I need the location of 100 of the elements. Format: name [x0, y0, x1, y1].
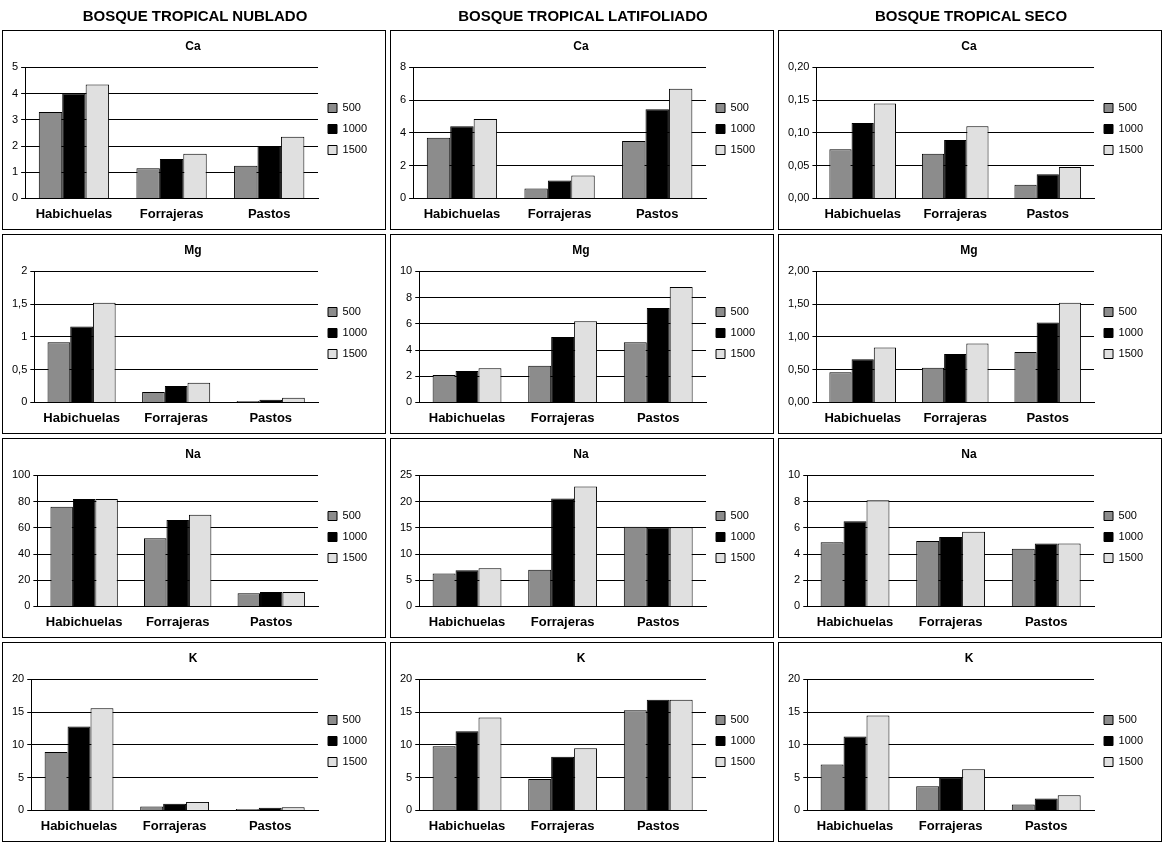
text: BOSQUE TROPICAL LATIFOLIADO — [457, 6, 709, 26]
y-tick-label: 10 — [787, 737, 801, 750]
legend-label: 500 — [730, 305, 749, 318]
y-tick-label: 6 — [794, 520, 801, 533]
legend-label: 1500 — [730, 755, 756, 768]
legend-label: 1500 — [342, 143, 368, 156]
y-tick-label: 20 — [787, 672, 801, 685]
y-tick-label: 10 — [399, 547, 413, 560]
y-tick-label: 25 — [399, 468, 413, 481]
x-tick-label: Habichuelas — [35, 205, 113, 221]
y-tick-label: 1,00 — [787, 329, 810, 342]
text: BOSQUE TROPICAL SECO — [873, 6, 1069, 26]
chart-title: Na — [961, 446, 977, 461]
x-tick-label: Pastos — [1024, 817, 1068, 833]
legend-label: 500 — [1118, 509, 1137, 522]
y-tick-label: 10 — [399, 737, 413, 750]
x-tick-label: Habichuelas — [824, 205, 901, 221]
x-tick-label: Habichuelas — [428, 409, 506, 425]
legend-label: 1500 — [342, 551, 368, 564]
legend-label: 500 — [342, 101, 361, 114]
y-tick-label: 0,00 — [787, 395, 810, 408]
x-tick-label: Habichuelas — [40, 817, 118, 833]
chart-title: K — [964, 650, 974, 665]
y-tick-label: 4 — [399, 125, 407, 138]
legend-label: 500 — [342, 305, 361, 318]
x-tick-label: Forrajeras — [923, 409, 988, 425]
y-tick-label: 20 — [399, 494, 413, 507]
legend-label: 1000 — [730, 530, 756, 543]
y-tick-label: 5 — [18, 770, 25, 783]
legend-label: 1500 — [730, 143, 756, 156]
legend-label: 1000 — [1118, 734, 1144, 747]
chart-title: Mg — [960, 242, 978, 257]
y-tick-label: 20 — [11, 672, 25, 685]
y-tick-label: 2 — [11, 139, 19, 152]
x-tick-label: Forrajeras — [145, 613, 210, 629]
y-tick-label: 0 — [794, 599, 801, 612]
y-tick-label: 6 — [406, 316, 413, 329]
text: BOSQUE TROPICAL NUBLADO — [81, 6, 309, 26]
legend-label: 1500 — [342, 755, 368, 768]
x-tick-label: Habichuelas — [816, 613, 894, 629]
x-tick-label: Habichuelas — [45, 613, 123, 629]
legend-label: 1000 — [730, 734, 756, 747]
y-tick-label: 5 — [406, 573, 413, 586]
y-tick-label: 0,00 — [787, 191, 810, 204]
legend-label: 500 — [730, 713, 749, 726]
y-tick-label: 15 — [11, 705, 25, 718]
y-tick-label: 2 — [406, 369, 413, 382]
x-tick-label: Pastos — [1026, 409, 1070, 425]
x-tick-label: Pastos — [1024, 613, 1068, 629]
chart-title: Ca — [573, 38, 589, 53]
legend-label: 500 — [1118, 101, 1137, 114]
y-tick-label: 1,5 — [11, 297, 28, 310]
x-tick-label: Forrajeras — [530, 409, 595, 425]
x-tick-label: Pastos — [247, 205, 291, 221]
y-tick-label: 1 — [21, 329, 28, 342]
y-tick-label: 0 — [18, 803, 25, 816]
y-tick-label: 10 — [11, 737, 25, 750]
y-tick-label: 0 — [24, 599, 31, 612]
y-tick-label: 0 — [406, 803, 413, 816]
y-tick-label: 0 — [399, 191, 407, 204]
y-tick-label: 6 — [399, 93, 407, 106]
x-tick-label: Forrajeras — [918, 817, 983, 833]
y-tick-label: 2 — [794, 573, 801, 586]
y-tick-label: 20 — [399, 672, 413, 685]
y-tick-label: 8 — [406, 290, 413, 303]
y-tick-label: 4 — [11, 86, 19, 99]
chart-title: Na — [573, 446, 589, 461]
y-tick-label: 15 — [787, 705, 801, 718]
legend-label: 1500 — [730, 347, 756, 360]
x-tick-label: Pastos — [1026, 205, 1070, 221]
y-tick-label: 8 — [399, 60, 407, 73]
x-tick-label: Forrajeras — [144, 409, 208, 425]
legend-label: 500 — [342, 509, 361, 522]
y-tick-label: 0 — [21, 395, 28, 408]
y-tick-label: 60 — [18, 520, 31, 533]
x-tick-label: Forrajeras — [918, 613, 983, 629]
legend-label: 1000 — [1118, 530, 1144, 543]
chart-title: K — [576, 650, 586, 665]
y-tick-label: 80 — [18, 494, 31, 507]
x-tick-label: Pastos — [635, 205, 679, 221]
y-tick-label: 40 — [18, 547, 31, 560]
y-tick-label: 2 — [21, 264, 28, 277]
y-tick-label: 100 — [11, 468, 31, 481]
x-tick-label: Habichuelas — [824, 409, 901, 425]
legend-label: 500 — [1118, 305, 1137, 318]
legend-label: 500 — [730, 509, 749, 522]
y-tick-label: 15 — [399, 705, 413, 718]
x-tick-label: Habichuelas — [43, 409, 120, 425]
legend-label: 1000 — [342, 122, 368, 135]
x-tick-label: Pastos — [249, 409, 293, 425]
legend-label: 1500 — [1118, 551, 1144, 564]
x-tick-label: Pastos — [636, 613, 680, 629]
x-tick-label: Forrajeras — [923, 205, 988, 221]
legend-label: 1000 — [342, 530, 368, 543]
legend-label: 500 — [730, 101, 749, 114]
chart-title: Mg — [572, 242, 590, 257]
y-tick-label: 0,05 — [787, 158, 810, 171]
y-tick-label: 4 — [406, 343, 413, 356]
x-tick-label: Pastos — [249, 613, 293, 629]
x-tick-label: Pastos — [636, 409, 680, 425]
